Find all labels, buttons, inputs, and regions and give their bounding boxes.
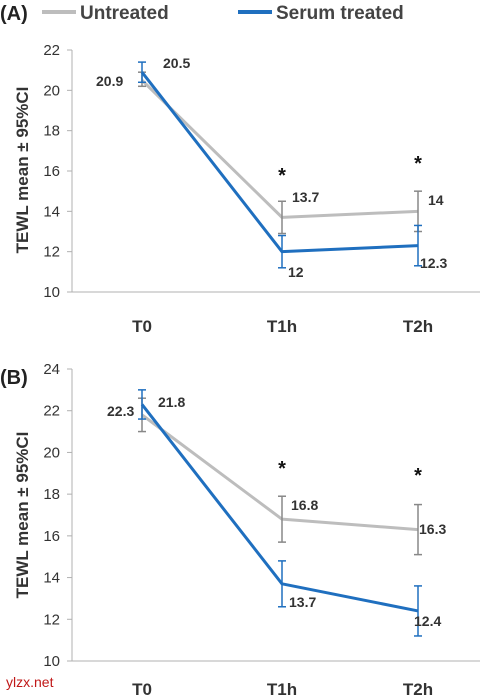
- series-line: [140, 79, 419, 219]
- data-label: 12.3: [420, 255, 447, 271]
- y-tick-label: 22: [43, 403, 60, 420]
- significance-marker: *: [278, 165, 286, 187]
- y-axis-label: TEWL mean ± 95%CI: [13, 432, 32, 599]
- y-tick-label: 16: [43, 163, 60, 180]
- x-tick-label: T2h: [403, 680, 433, 696]
- x-tick-label: T1h: [267, 317, 297, 336]
- significance-marker: *: [278, 458, 286, 480]
- y-tick-label: 16: [43, 528, 60, 545]
- x-tick-label: T1h: [267, 680, 297, 696]
- legend-label-serum-treated: Serum treated: [276, 3, 404, 24]
- x-tick-label: T0: [132, 317, 152, 336]
- panel-label: (A): [0, 3, 28, 25]
- y-tick-label: 20: [43, 444, 60, 461]
- data-label: 13.7: [289, 594, 316, 610]
- legend-label-untreated: Untreated: [80, 3, 169, 24]
- panel-a-chart: (A) TEWL mean ± 95%CI 10 12 14 16 18 20 22 T0 T1…: [0, 3, 480, 336]
- y-tick-label: 10: [43, 653, 60, 670]
- data-label: 13.7: [292, 189, 319, 205]
- y-tick-label: 14: [43, 203, 60, 220]
- significance-marker: *: [414, 153, 422, 175]
- y-tick-label: 14: [43, 570, 60, 587]
- y-tick-label: 18: [43, 486, 60, 503]
- series-line: [140, 403, 419, 613]
- watermark: ylzx.net: [6, 674, 54, 690]
- y-tick-label: 10: [43, 284, 60, 301]
- data-label: 20.5: [163, 55, 190, 71]
- y-tick-label: 22: [43, 42, 60, 59]
- data-label: 21.8: [158, 394, 185, 410]
- series-line: [140, 71, 419, 254]
- panel-label: (B): [0, 367, 28, 389]
- data-label: 16.3: [419, 521, 446, 537]
- y-axis-label: TEWL mean ± 95%CI: [13, 87, 32, 254]
- x-tick-label: T2h: [403, 317, 433, 336]
- y-tick-label: 24: [43, 361, 60, 378]
- significance-marker: *: [414, 465, 422, 487]
- panel-b-chart: (B) TEWL mean ± 95%CI 10 12 14 16 18 20 22 24 T0…: [0, 361, 480, 696]
- y-tick-label: 12: [43, 611, 60, 628]
- data-label: 14: [428, 192, 444, 208]
- x-tick-label: T0: [132, 680, 152, 696]
- y-tick-label: 18: [43, 123, 60, 140]
- data-label: 22.3: [107, 403, 134, 419]
- data-label: 12: [288, 264, 304, 280]
- data-label: 16.8: [291, 497, 318, 513]
- legend: Untreated Serum treated: [42, 3, 404, 24]
- y-tick-label: 20: [43, 82, 60, 99]
- y-tick-label: 12: [43, 244, 60, 261]
- data-label: 12.4: [414, 613, 441, 629]
- data-label: 20.9: [96, 73, 123, 89]
